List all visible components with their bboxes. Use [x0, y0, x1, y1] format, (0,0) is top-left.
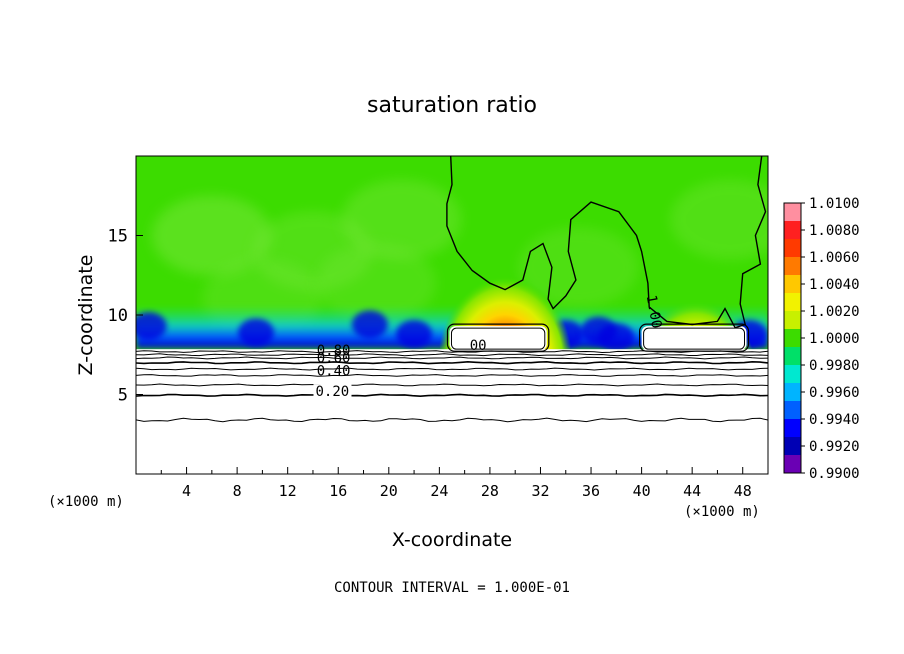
colorbar-tick-label: 0.9940	[809, 412, 860, 428]
cloud-outline-inner	[643, 327, 746, 350]
field-blob	[316, 243, 437, 324]
cold-streak	[351, 310, 388, 339]
contour-line	[136, 356, 768, 360]
colorbar-swatch	[784, 347, 801, 366]
cold-streak	[136, 312, 167, 341]
cold-streak	[396, 320, 433, 349]
field-blob	[670, 179, 768, 260]
contour-label: 0.40	[317, 363, 351, 379]
cloud-outline-inner	[450, 327, 546, 350]
colorbar-swatch	[784, 293, 801, 312]
colorbar-tick-label: 0.9900	[809, 466, 860, 482]
x-tick-label: 48	[734, 482, 752, 500]
y-axis-ticks: 5 10 15	[108, 227, 143, 406]
colorbar-swatch	[784, 257, 801, 276]
contour-label: 0.80	[317, 343, 351, 359]
colorbar-tick-label: 0.9920	[809, 439, 860, 455]
cold-streak	[238, 318, 275, 347]
x-axis-ticks: 4 8 12 16 20 24 28 32 36 40 44 48	[160, 467, 752, 500]
contour-label: 0.20	[315, 384, 349, 400]
colorbar-swatch	[784, 401, 801, 420]
x-tick-label: 44	[683, 482, 701, 500]
colorbar-swatch	[784, 239, 801, 258]
colorbar-swatch	[784, 203, 801, 222]
x-unit-right: (×1000 m)	[684, 504, 760, 520]
colorbar-tick-label: 1.0000	[809, 331, 860, 347]
colorbar-swatch	[784, 437, 801, 456]
contour-label-bg	[313, 384, 352, 400]
chart-title: saturation ratio	[367, 93, 537, 118]
x-tick-label: 40	[633, 482, 651, 500]
contour-line	[136, 367, 768, 371]
colorbar-swatch	[784, 383, 801, 402]
colorbar-tick-label: 1.0060	[809, 250, 860, 266]
x-tick-label: 28	[481, 482, 499, 500]
x-tick-label: 8	[233, 482, 242, 500]
contour-line	[136, 353, 768, 357]
contour-line	[136, 360, 768, 365]
colorbar-swatch	[784, 455, 801, 474]
colorbar-tick-label: 0.9980	[809, 358, 860, 374]
contour-line	[136, 393, 768, 398]
colorbar-tick-label: 1.0040	[809, 277, 860, 293]
contour-label: 1.00	[643, 294, 665, 330]
contour-interval-note: CONTOUR INTERVAL = 1.000E-01	[334, 580, 570, 596]
x-axis-label: X-coordinate	[392, 529, 512, 551]
colorbar-tick-label: 1.0020	[809, 304, 860, 320]
colorbar-swatch	[784, 329, 801, 348]
x-tick-label: 32	[531, 482, 549, 500]
colorbar-swatch	[784, 419, 801, 438]
contour-line	[136, 383, 768, 387]
cloud-outline	[638, 323, 750, 352]
x-unit-left: (×1000 m)	[48, 494, 124, 510]
contour-line-1.00	[446, 156, 767, 329]
y-tick-label: 10	[108, 306, 128, 326]
colorbar-tick-label: 1.0080	[809, 223, 860, 239]
contour-label: 00	[470, 338, 487, 354]
saturation-field	[136, 179, 768, 474]
colorbar-swatch	[784, 221, 801, 240]
cloud-region	[449, 326, 547, 351]
x-tick-label: 4	[182, 482, 191, 500]
plot-area	[136, 156, 768, 474]
cold-streak	[598, 323, 635, 352]
cloud-region	[641, 326, 747, 351]
x-tick-label: 16	[329, 482, 347, 500]
x-tick-label: 12	[279, 482, 297, 500]
x-tick-label: 20	[380, 482, 398, 500]
colorbar: 1.0100 1.0080 1.0060 1.0040 1.0020 1.0000 0.99…	[783, 196, 860, 482]
y-tick-label: 5	[118, 386, 128, 406]
contour-labels: 0.20 0.400.600.80 1.00 00	[313, 294, 664, 400]
cloud-outline	[446, 323, 550, 352]
colorbar-tick-label: 1.0100	[809, 196, 860, 212]
colorbar-tick-label: 0.9960	[809, 385, 860, 401]
contour-line	[136, 417, 768, 423]
colorbar-swatch	[784, 275, 801, 294]
contour-line	[136, 373, 768, 377]
colorbar-swatch	[784, 365, 801, 384]
x-tick-label: 24	[430, 482, 448, 500]
y-axis-label: Z-coordinate	[75, 255, 97, 376]
contour-lines	[136, 156, 768, 423]
field-blob	[341, 179, 462, 260]
x-tick-label: 36	[582, 482, 600, 500]
colorbar-swatch	[784, 311, 801, 330]
field-blob	[151, 195, 272, 276]
boundary-layer	[136, 349, 768, 474]
contour-line	[136, 350, 768, 354]
contour-label: 0.60	[317, 351, 351, 367]
y-tick-label: 15	[108, 227, 128, 247]
